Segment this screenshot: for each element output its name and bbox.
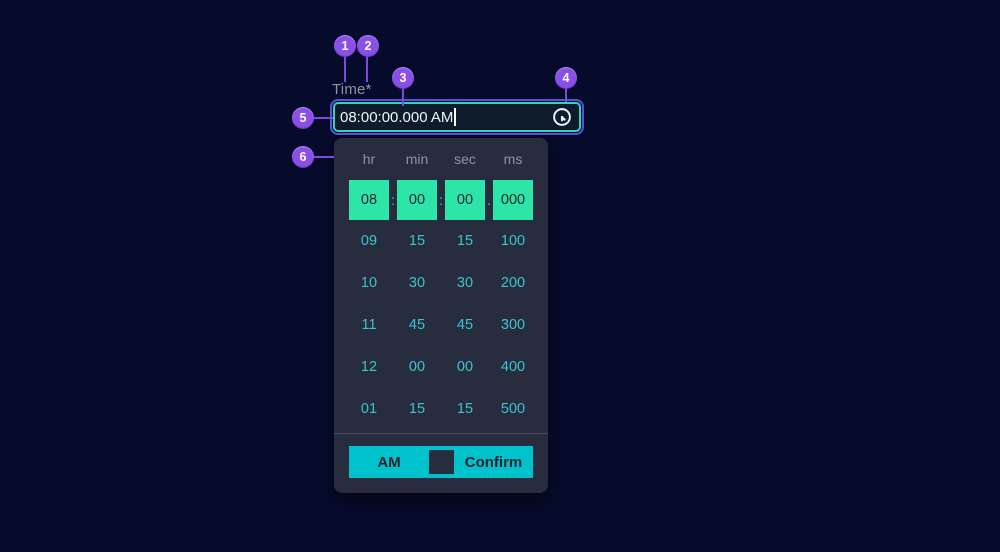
- annotation-badge-5: 5: [292, 107, 314, 129]
- annotation-badge-4: 4: [555, 67, 577, 89]
- hour-option[interactable]: 12: [360, 359, 378, 375]
- hour-option[interactable]: 01: [360, 401, 378, 417]
- minute-option[interactable]: 15: [408, 401, 426, 417]
- annotation-leader-4: [565, 87, 567, 102]
- annotation-badge-2: 2: [357, 35, 379, 57]
- text-caret: [454, 108, 457, 126]
- required-marker: *: [365, 81, 372, 98]
- picker-footer: AM Confirm: [349, 446, 533, 478]
- annotation-leader-6: [312, 156, 334, 158]
- column-header-row: hr min sec ms: [349, 138, 533, 180]
- annotation-leader-2: [366, 55, 368, 82]
- millisecond-option[interactable]: 500: [500, 401, 526, 417]
- column-header-hr: hr: [362, 151, 376, 167]
- minute-option[interactable]: 15: [408, 233, 426, 249]
- column-header-ms: ms: [503, 151, 523, 167]
- second-option[interactable]: 00: [456, 359, 474, 375]
- option-row: 09 15 15 100: [349, 220, 533, 262]
- annotation-badge-3: 3: [392, 67, 414, 89]
- selected-hour-cell[interactable]: 08: [349, 180, 389, 220]
- second-option[interactable]: 45: [456, 317, 474, 333]
- millisecond-option[interactable]: 300: [500, 317, 526, 333]
- minute-option[interactable]: 45: [408, 317, 426, 333]
- annotation-badge-1: 1: [334, 35, 356, 57]
- time-separator: :: [391, 192, 395, 208]
- column-header-min: min: [405, 151, 429, 167]
- footer-divider: [334, 433, 548, 434]
- time-separator: :: [439, 192, 443, 208]
- time-picker-dropdown: hr min sec ms 08 : 00 : 00 . 000 09 15 1…: [334, 138, 548, 493]
- annotation-leader-5: [312, 117, 333, 119]
- millisecond-option[interactable]: 100: [500, 233, 526, 249]
- second-option[interactable]: 15: [456, 401, 474, 417]
- clock-icon: [551, 106, 573, 128]
- selected-time-row: 08 : 00 : 00 . 000: [349, 180, 533, 220]
- am-pm-toggle-button[interactable]: AM: [349, 446, 429, 478]
- hour-option[interactable]: 10: [360, 275, 378, 291]
- confirm-button[interactable]: Confirm: [454, 446, 533, 478]
- column-header-sec: sec: [454, 151, 476, 167]
- time-separator: .: [487, 192, 491, 208]
- annotation-leader-1: [344, 55, 346, 82]
- am-pm-toggle-knob-inner: [429, 450, 454, 474]
- am-pm-toggle-knob[interactable]: [429, 446, 454, 478]
- selected-millisecond-cell[interactable]: 000: [493, 180, 533, 220]
- millisecond-option[interactable]: 400: [500, 359, 526, 375]
- field-label: Time*: [332, 81, 372, 98]
- annotation-leader-3: [402, 87, 404, 106]
- clock-button[interactable]: [549, 104, 575, 130]
- second-option[interactable]: 30: [456, 275, 474, 291]
- option-row: 12 00 00 400: [349, 346, 533, 388]
- annotation-badge-6: 6: [292, 146, 314, 168]
- selected-second-cell[interactable]: 00: [445, 180, 485, 220]
- option-row: 11 45 45 300: [349, 304, 533, 346]
- time-input-value: 08:00:00.000 AM: [340, 108, 454, 126]
- hour-option[interactable]: 09: [360, 233, 378, 249]
- option-row: 01 15 15 500: [349, 388, 533, 430]
- millisecond-option[interactable]: 200: [500, 275, 526, 291]
- time-input[interactable]: 08:00:00.000 AM: [333, 102, 581, 132]
- minute-option[interactable]: 00: [408, 359, 426, 375]
- option-row: 10 30 30 200: [349, 262, 533, 304]
- field-label-text: Time: [332, 81, 366, 98]
- minute-option[interactable]: 30: [408, 275, 426, 291]
- hour-option[interactable]: 11: [361, 317, 377, 333]
- selected-minute-cell[interactable]: 00: [397, 180, 437, 220]
- second-option[interactable]: 15: [456, 233, 474, 249]
